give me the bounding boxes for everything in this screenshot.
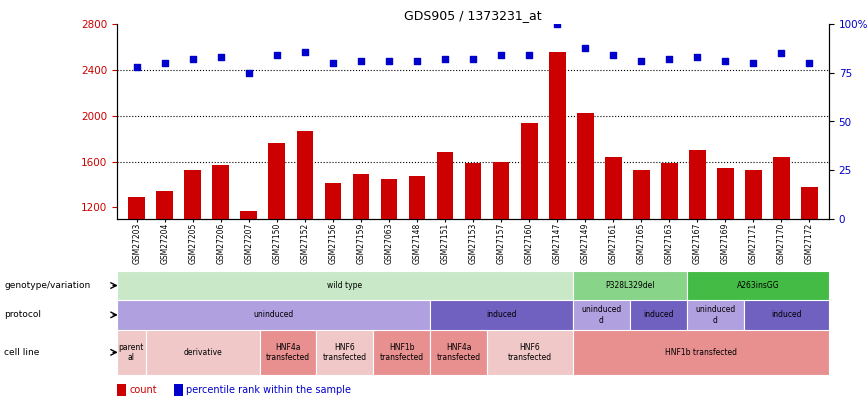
Bar (409, 177, 425, 345)
Bar (260, 330, 317, 375)
Point (270, 52, 284, 59)
Bar (117, 271, 573, 300)
Bar (744, 300, 829, 330)
Text: P328L329del: P328L329del (605, 281, 654, 290)
Text: uninduced
d: uninduced d (695, 305, 735, 324)
Bar (549, 52, 566, 345)
Text: induced: induced (486, 310, 516, 320)
Point (635, 58, 648, 64)
Bar (717, 168, 733, 345)
Bar (573, 271, 687, 300)
Bar (128, 197, 145, 345)
Bar (687, 300, 744, 330)
Text: protocol: protocol (4, 310, 42, 320)
Bar (146, 330, 260, 375)
Point (354, 58, 368, 64)
Text: HNF1b transfected: HNF1b transfected (665, 348, 737, 357)
Bar (174, 384, 182, 396)
Text: A263insGG: A263insGG (736, 281, 779, 290)
Point (158, 60, 172, 66)
Bar (325, 183, 341, 345)
Title: GDS905 / 1373231_at: GDS905 / 1373231_at (404, 9, 542, 22)
Point (214, 54, 227, 61)
Text: HNF4a
transfected: HNF4a transfected (266, 343, 310, 362)
Point (523, 52, 536, 59)
Point (606, 52, 620, 59)
Point (298, 48, 312, 55)
Point (242, 70, 256, 76)
Bar (464, 163, 482, 345)
Text: HNF1b
transfected: HNF1b transfected (380, 343, 424, 362)
Bar (605, 157, 621, 345)
Bar (380, 179, 398, 345)
Point (578, 45, 592, 51)
Point (438, 56, 452, 62)
Text: derivative: derivative (183, 348, 222, 357)
Text: percentile rank within the sample: percentile rank within the sample (187, 385, 352, 395)
Text: cell line: cell line (4, 348, 40, 357)
Point (382, 58, 396, 64)
Point (719, 58, 733, 64)
Text: HNF6
transfected: HNF6 transfected (323, 343, 367, 362)
Bar (352, 174, 370, 345)
Text: induced: induced (771, 310, 801, 320)
Bar (493, 162, 510, 345)
Bar (437, 152, 453, 345)
Point (326, 60, 340, 66)
Bar (689, 150, 706, 345)
Bar (297, 131, 313, 345)
Point (130, 64, 144, 70)
Text: wild type: wild type (327, 281, 363, 290)
Bar (268, 143, 286, 345)
Bar (317, 330, 373, 375)
Point (186, 56, 200, 62)
Bar (573, 300, 629, 330)
Text: HNF4a
transfected: HNF4a transfected (437, 343, 481, 362)
Bar (156, 191, 174, 345)
Bar (573, 330, 829, 375)
Bar (687, 271, 829, 300)
Bar (431, 330, 487, 375)
Point (550, 21, 564, 28)
Bar (213, 165, 229, 345)
Text: parent
al: parent al (119, 343, 144, 362)
Bar (576, 113, 594, 345)
Bar (117, 300, 431, 330)
Bar (773, 157, 790, 345)
Bar (373, 330, 431, 375)
Bar (184, 170, 201, 345)
Point (494, 52, 508, 59)
Text: uninduced: uninduced (253, 310, 294, 320)
Point (746, 60, 760, 66)
Point (410, 58, 424, 64)
Bar (117, 384, 126, 396)
Bar (521, 123, 537, 345)
Bar (117, 330, 146, 375)
Point (662, 56, 676, 62)
Point (774, 50, 788, 57)
Bar (629, 300, 687, 330)
Text: genotype/variation: genotype/variation (4, 281, 90, 290)
Point (466, 56, 480, 62)
Bar (801, 187, 818, 345)
Text: induced: induced (643, 310, 674, 320)
Point (690, 54, 704, 61)
Text: count: count (129, 385, 157, 395)
Bar (431, 300, 573, 330)
Text: uninduced
d: uninduced d (581, 305, 621, 324)
Bar (240, 211, 257, 345)
Bar (487, 330, 573, 375)
Bar (633, 170, 649, 345)
Point (802, 60, 816, 66)
Bar (745, 170, 762, 345)
Text: HNF6
transfected: HNF6 transfected (508, 343, 552, 362)
Bar (661, 163, 678, 345)
